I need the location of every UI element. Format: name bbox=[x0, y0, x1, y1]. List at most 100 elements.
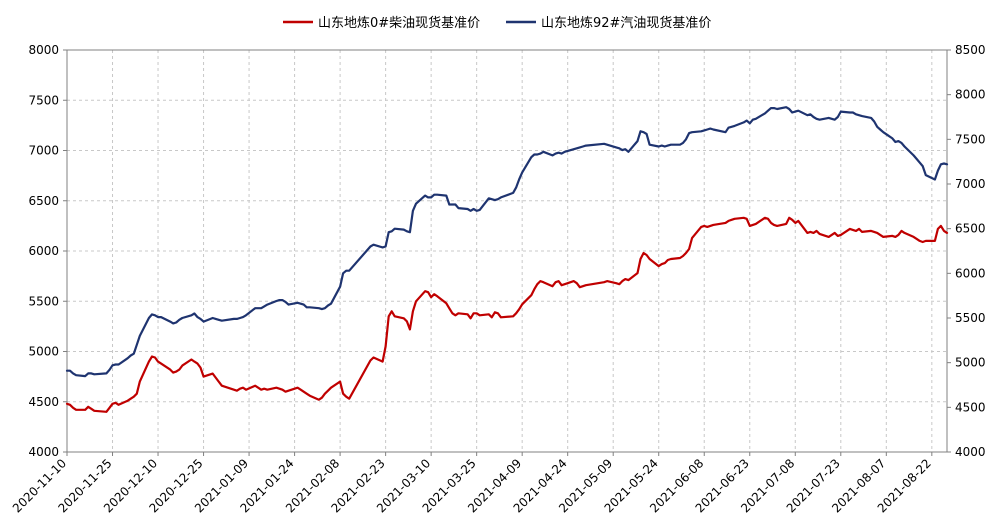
data-point bbox=[105, 411, 107, 413]
data-point bbox=[752, 119, 754, 121]
left-y-tick-label: 5000 bbox=[28, 345, 59, 359]
data-point bbox=[639, 258, 642, 260]
data-point bbox=[445, 302, 447, 304]
data-point bbox=[345, 270, 347, 272]
data-point bbox=[105, 372, 107, 374]
data-point bbox=[424, 195, 426, 197]
data-point bbox=[424, 290, 426, 292]
data-point bbox=[919, 240, 921, 242]
data-point bbox=[233, 318, 235, 320]
data-point bbox=[925, 240, 927, 242]
data-point bbox=[743, 217, 745, 219]
data-point bbox=[913, 154, 915, 156]
data-point bbox=[903, 232, 906, 234]
right-y-tick-label: 7500 bbox=[955, 132, 986, 146]
data-point bbox=[406, 320, 408, 322]
data-point bbox=[770, 107, 772, 109]
data-point bbox=[582, 285, 584, 287]
data-point bbox=[724, 131, 727, 133]
data-point bbox=[870, 117, 872, 119]
right-y-tick-label: 6500 bbox=[955, 222, 986, 236]
data-point bbox=[734, 218, 736, 220]
data-point bbox=[470, 210, 472, 212]
data-point bbox=[643, 252, 645, 254]
data-point bbox=[913, 236, 915, 238]
left-y-tick-label: 6000 bbox=[28, 244, 59, 258]
data-point bbox=[139, 381, 141, 383]
data-point bbox=[133, 396, 135, 398]
data-point bbox=[658, 265, 660, 267]
data-point bbox=[828, 117, 830, 119]
data-point bbox=[324, 393, 326, 395]
data-point bbox=[561, 284, 563, 286]
data-point bbox=[521, 171, 523, 173]
data-point bbox=[75, 374, 77, 376]
data-point bbox=[828, 236, 830, 238]
data-point bbox=[115, 363, 117, 366]
data-point bbox=[797, 110, 799, 112]
data-point bbox=[66, 403, 68, 405]
data-point bbox=[306, 393, 308, 395]
data-point bbox=[649, 258, 651, 260]
data-point bbox=[791, 219, 793, 221]
data-point bbox=[724, 222, 727, 224]
data-point bbox=[685, 252, 687, 254]
data-point bbox=[746, 218, 748, 220]
data-point bbox=[157, 361, 159, 363]
data-point bbox=[806, 114, 809, 116]
data-point bbox=[476, 312, 478, 314]
data-point bbox=[445, 195, 447, 197]
data-point bbox=[891, 137, 894, 139]
data-point bbox=[321, 308, 323, 310]
data-point bbox=[327, 390, 329, 392]
data-point bbox=[621, 149, 623, 151]
data-point bbox=[855, 113, 857, 115]
data-point bbox=[667, 259, 669, 261]
data-point bbox=[858, 228, 860, 230]
data-point bbox=[943, 230, 945, 232]
data-point bbox=[287, 390, 290, 392]
data-point bbox=[940, 163, 942, 165]
data-point bbox=[515, 187, 517, 189]
data-point bbox=[646, 254, 648, 256]
data-point bbox=[709, 128, 711, 130]
data-point bbox=[87, 406, 89, 408]
data-point bbox=[385, 345, 387, 348]
data-point bbox=[494, 311, 496, 313]
data-point bbox=[497, 312, 499, 314]
data-point bbox=[239, 317, 241, 319]
data-point bbox=[199, 318, 202, 320]
data-point bbox=[382, 246, 384, 248]
data-point bbox=[664, 145, 666, 148]
data-point bbox=[178, 319, 180, 321]
data-point bbox=[115, 402, 117, 404]
data-point bbox=[303, 304, 305, 306]
series-points-gasoline bbox=[66, 106, 948, 377]
data-point bbox=[773, 224, 775, 226]
data-point bbox=[861, 115, 863, 117]
data-point bbox=[558, 152, 560, 154]
data-point bbox=[199, 367, 202, 369]
data-point bbox=[427, 196, 429, 198]
data-point bbox=[266, 389, 268, 391]
data-point bbox=[281, 389, 283, 391]
data-point bbox=[175, 371, 177, 373]
data-point bbox=[555, 281, 557, 283]
data-point bbox=[855, 230, 857, 232]
data-point bbox=[819, 119, 821, 121]
data-point bbox=[876, 232, 878, 234]
data-point bbox=[473, 312, 475, 314]
data-point bbox=[703, 225, 705, 227]
data-point bbox=[579, 286, 581, 288]
data-point bbox=[834, 119, 836, 121]
data-point bbox=[512, 192, 514, 194]
data-point bbox=[579, 146, 581, 148]
data-point bbox=[415, 203, 417, 205]
data-point bbox=[111, 403, 114, 405]
data-point bbox=[212, 373, 214, 375]
data-point bbox=[321, 397, 323, 399]
series-points-diesel bbox=[66, 217, 948, 413]
data-point bbox=[348, 398, 350, 400]
data-point bbox=[342, 393, 344, 395]
